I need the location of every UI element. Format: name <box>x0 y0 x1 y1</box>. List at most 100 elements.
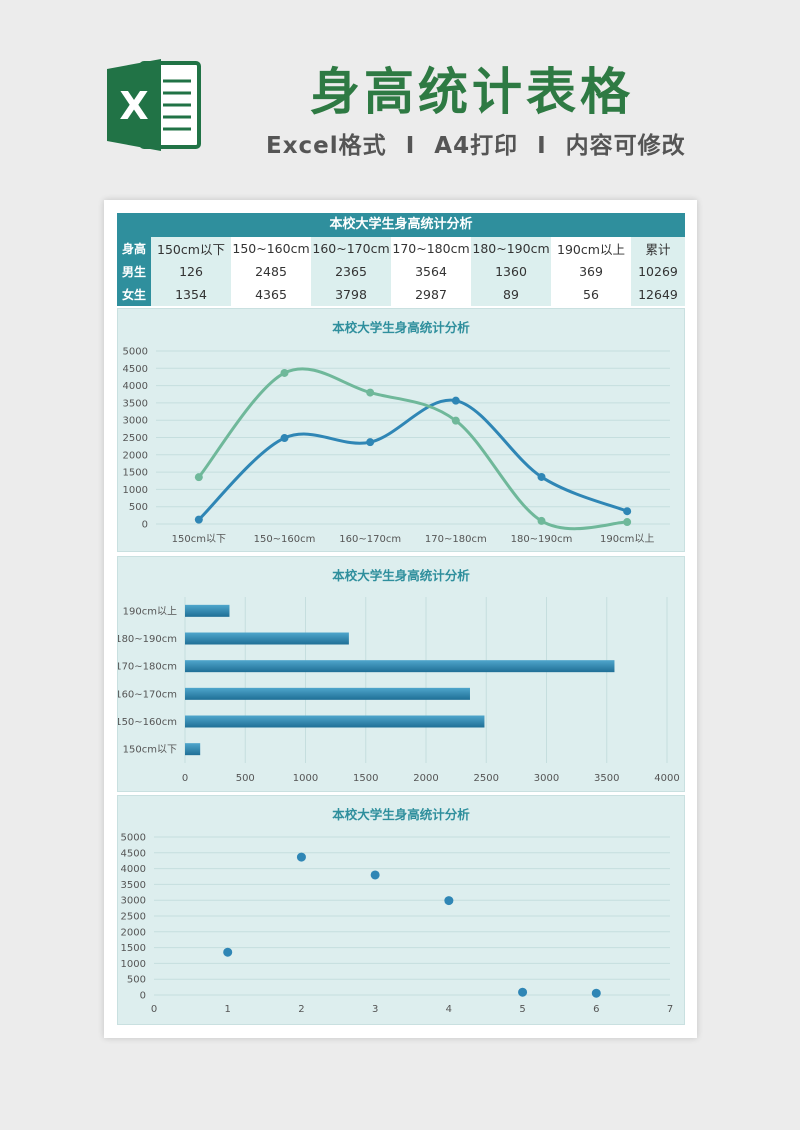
scatter-chart-panel: 本校大学生身高统计分析 0 500 1000 1500 2000 2500 3000 3500… <box>117 795 685 1025</box>
x-tick-label: 2 <box>298 1004 304 1015</box>
male-total: 10269 <box>631 260 685 283</box>
column-header: 170~180cm <box>391 237 471 260</box>
y-tick-label: 4000 <box>123 381 148 392</box>
table-cell: 3798 <box>311 283 391 306</box>
y-tick-label: 2500 <box>123 433 148 444</box>
x-tick-label: 160~170cm <box>339 534 401 545</box>
y-tick-label: 170~180cm <box>118 662 177 673</box>
x-tick-label: 6 <box>593 1004 599 1015</box>
data-point <box>623 518 632 527</box>
x-tick-label: 3 <box>372 1004 378 1015</box>
column-header: 190cm以上 <box>551 237 631 260</box>
height-statistics-table: 本校大学生身高统计分析 身高 150cm以下 150~160cm 160~170… <box>117 213 685 306</box>
data-point <box>366 438 375 447</box>
scatter-point <box>370 870 380 880</box>
y-tick-label: 3500 <box>123 398 148 409</box>
bar <box>185 743 201 756</box>
series-line-male <box>197 398 628 521</box>
column-header: 180~190cm <box>471 237 551 260</box>
scatter-point <box>591 988 601 998</box>
x-tick-label: 170~180cm <box>425 534 487 545</box>
table-cell: 4365 <box>231 283 311 306</box>
subtitle-separator: I <box>405 133 416 159</box>
row-label-female: 女生 <box>117 283 151 306</box>
y-tick-label: 180~190cm <box>118 634 177 645</box>
data-point <box>280 434 289 443</box>
y-tick-label: 4500 <box>123 364 148 375</box>
table-title: 本校大学生身高统计分析 <box>117 213 685 237</box>
logo-letter: X <box>119 84 148 128</box>
y-tick-label: 1500 <box>121 943 146 954</box>
page-title: 身高统计表格 <box>310 63 634 121</box>
y-tick-label: 1500 <box>123 468 148 479</box>
subtitle-separator: I <box>537 133 547 159</box>
table-cell: 3564 <box>391 260 471 283</box>
column-header: 150cm以下 <box>151 237 231 260</box>
y-tick-label: 2000 <box>121 927 146 938</box>
x-tick-label: 1500 <box>353 773 378 784</box>
series-line-female <box>197 367 628 531</box>
bar-chart-panel: 本校大学生身高统计分析 0 500 1000 1500 2000 2500 3000 3500… <box>117 556 685 792</box>
x-tick-label: 3000 <box>534 773 559 784</box>
column-header: 150~160cm <box>231 237 311 260</box>
y-tick-label: 150~160cm <box>118 717 177 728</box>
row-label-height: 身高 <box>117 237 151 260</box>
x-tick-label: 1 <box>225 1004 231 1015</box>
line-chart: 0 500 1000 1500 2000 2500 3000 3500 4000 4500 5000… <box>123 347 670 545</box>
x-tick-label: 500 <box>236 773 255 784</box>
x-tick-label: 150cm以下 <box>172 534 226 545</box>
x-tick-label: 3500 <box>594 773 619 784</box>
scatter-point <box>518 987 528 997</box>
y-tick-label: 0 <box>142 520 148 531</box>
row-label-male: 男生 <box>117 260 151 283</box>
x-tick-label: 5 <box>519 1004 525 1015</box>
y-tick-label: 190cm以上 <box>123 605 177 617</box>
table-cell: 56 <box>551 283 631 306</box>
scatter-point <box>296 852 306 862</box>
y-tick-label: 1000 <box>123 485 148 496</box>
y-tick-label: 0 <box>140 991 146 1002</box>
bar <box>185 632 349 645</box>
column-header: 160~170cm <box>311 237 391 260</box>
bar <box>185 715 485 728</box>
subtitle-format: Excel格式 <box>266 133 387 159</box>
total-header: 累计 <box>631 237 685 260</box>
table-row-male: 男生 126 2485 2365 3564 1360 369 10269 <box>117 260 685 283</box>
scatter-point <box>223 947 233 957</box>
x-tick-label: 180~190cm <box>511 534 573 545</box>
x-tick-label: 4000 <box>654 773 679 784</box>
scatter-point <box>444 896 454 906</box>
table-cell: 2485 <box>231 260 311 283</box>
bar <box>185 604 230 617</box>
x-tick-label: 7 <box>667 1004 673 1015</box>
x-tick-label: 2000 <box>413 773 438 784</box>
x-tick-label: 190cm以上 <box>600 533 654 545</box>
y-tick-label: 160~170cm <box>118 689 177 700</box>
x-tick-label: 1000 <box>293 773 318 784</box>
line-chart-title: 本校大学生身高统计分析 <box>332 320 470 335</box>
table-cell: 2365 <box>311 260 391 283</box>
y-tick-label: 2500 <box>121 912 146 923</box>
bar-chart-title: 本校大学生身高统计分析 <box>332 568 470 583</box>
table-row-female: 女生 1354 4365 3798 2987 89 56 12649 <box>117 283 685 306</box>
scatter-chart: 0 500 1000 1500 2000 2500 3000 3500 4000 4500 5000… <box>121 833 674 1016</box>
x-tick-label: 0 <box>151 1004 157 1015</box>
data-point <box>194 515 203 524</box>
x-tick-label: 150~160cm <box>254 534 316 545</box>
table-cell: 126 <box>151 260 231 283</box>
table-cell: 2987 <box>391 283 471 306</box>
y-tick-label: 3000 <box>121 896 146 907</box>
data-point <box>623 507 632 516</box>
table-cell: 369 <box>551 260 631 283</box>
x-tick-label: 0 <box>182 773 188 784</box>
data-point <box>537 516 546 525</box>
table-header-row: 身高 150cm以下 150~160cm 160~170cm 170~180cm… <box>117 237 685 260</box>
y-tick-label: 1000 <box>121 959 146 970</box>
subtitle-editable: 内容可修改 <box>565 133 686 159</box>
data-point <box>537 472 546 481</box>
y-tick-label: 2000 <box>123 450 148 461</box>
y-tick-label: 150cm以下 <box>123 745 177 756</box>
data-point <box>194 473 203 482</box>
scatter-chart-title: 本校大学生身高统计分析 <box>332 807 470 822</box>
y-tick-label: 4500 <box>121 848 146 859</box>
